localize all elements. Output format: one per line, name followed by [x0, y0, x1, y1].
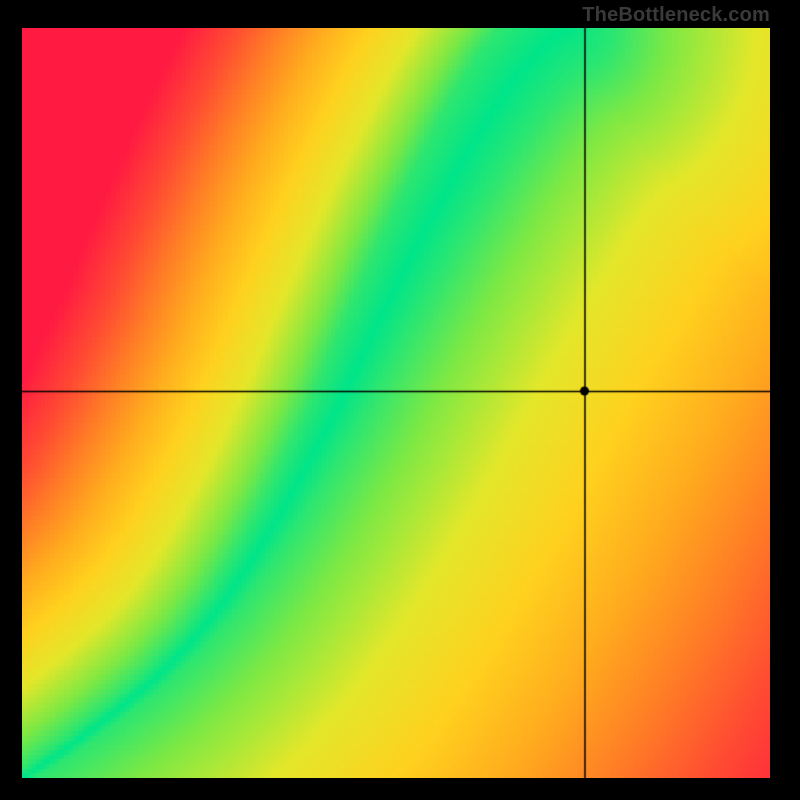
- bottleneck-heatmap: [22, 28, 770, 778]
- watermark-label: TheBottleneck.com: [582, 4, 770, 27]
